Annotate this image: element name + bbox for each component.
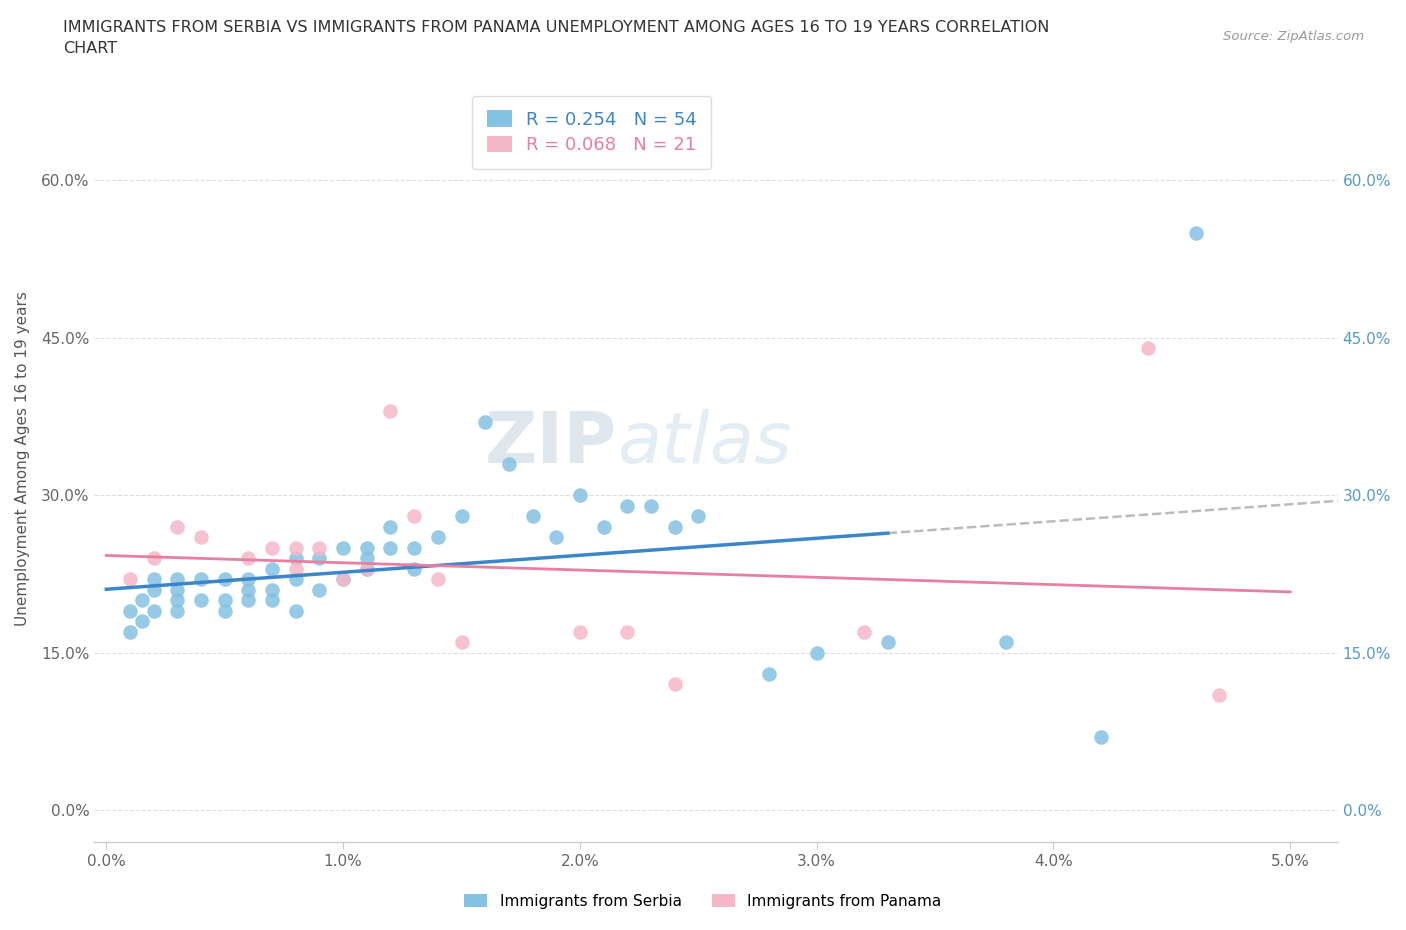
Point: [1208, 687, 1230, 702]
Point: [214, 604, 236, 618]
Point: [214, 592, 236, 607]
Point: [356, 562, 378, 577]
Point: [450, 635, 472, 650]
Y-axis label: Unemployment Among Ages 16 to 19 years: Unemployment Among Ages 16 to 19 years: [15, 291, 30, 626]
Point: [262, 582, 284, 597]
Point: [142, 572, 165, 587]
Point: [131, 614, 153, 629]
Point: [356, 551, 378, 565]
Point: [404, 540, 426, 555]
Point: [332, 540, 354, 555]
Point: [995, 635, 1018, 650]
Point: [546, 530, 568, 545]
Point: [262, 540, 284, 555]
Point: [664, 519, 686, 534]
Point: [404, 562, 426, 577]
Point: [332, 572, 354, 587]
Point: [498, 457, 520, 472]
Point: [1090, 729, 1112, 744]
Point: [568, 488, 591, 503]
Point: [284, 562, 307, 577]
Point: [332, 572, 354, 587]
Point: [190, 530, 212, 545]
Point: [568, 624, 591, 639]
Point: [1137, 341, 1160, 356]
Point: [380, 519, 402, 534]
Point: [284, 540, 307, 555]
Legend: R = 0.254   N = 54, R = 0.068   N = 21: R = 0.254 N = 54, R = 0.068 N = 21: [472, 96, 711, 168]
Point: [262, 562, 284, 577]
Point: [238, 592, 260, 607]
Point: [356, 540, 378, 555]
Point: [284, 604, 307, 618]
Point: [664, 677, 686, 692]
Point: [190, 592, 212, 607]
Point: [284, 551, 307, 565]
Point: [474, 415, 496, 430]
Point: [404, 509, 426, 524]
Legend: Immigrants from Serbia, Immigrants from Panama: Immigrants from Serbia, Immigrants from …: [458, 887, 948, 915]
Point: [131, 592, 153, 607]
Point: [238, 551, 260, 565]
Point: [166, 582, 188, 597]
Point: [262, 592, 284, 607]
Point: [1184, 225, 1206, 240]
Point: [118, 604, 141, 618]
Point: [118, 624, 141, 639]
Point: [876, 635, 898, 650]
Point: [522, 509, 544, 524]
Point: [166, 592, 188, 607]
Point: [142, 604, 165, 618]
Point: [426, 572, 449, 587]
Point: [592, 519, 614, 534]
Point: [238, 582, 260, 597]
Point: [166, 519, 188, 534]
Text: atlas: atlas: [617, 409, 792, 478]
Point: [616, 624, 638, 639]
Point: [166, 572, 188, 587]
Point: [356, 562, 378, 577]
Point: [284, 572, 307, 587]
Point: [214, 572, 236, 587]
Point: [142, 582, 165, 597]
Point: [806, 645, 828, 660]
Point: [853, 624, 876, 639]
Point: [308, 540, 330, 555]
Point: [426, 530, 449, 545]
Text: IMMIGRANTS FROM SERBIA VS IMMIGRANTS FROM PANAMA UNEMPLOYMENT AMONG AGES 16 TO 1: IMMIGRANTS FROM SERBIA VS IMMIGRANTS FRO…: [63, 20, 1050, 35]
Point: [142, 551, 165, 565]
Point: [238, 572, 260, 587]
Point: [616, 498, 638, 513]
Text: Source: ZipAtlas.com: Source: ZipAtlas.com: [1223, 30, 1364, 43]
Point: [308, 551, 330, 565]
Point: [640, 498, 662, 513]
Text: ZIP: ZIP: [484, 409, 617, 478]
Point: [118, 572, 141, 587]
Point: [380, 404, 402, 418]
Point: [450, 509, 472, 524]
Text: CHART: CHART: [63, 41, 117, 56]
Point: [166, 604, 188, 618]
Point: [190, 572, 212, 587]
Point: [758, 666, 780, 681]
Point: [380, 540, 402, 555]
Point: [308, 582, 330, 597]
Point: [688, 509, 710, 524]
